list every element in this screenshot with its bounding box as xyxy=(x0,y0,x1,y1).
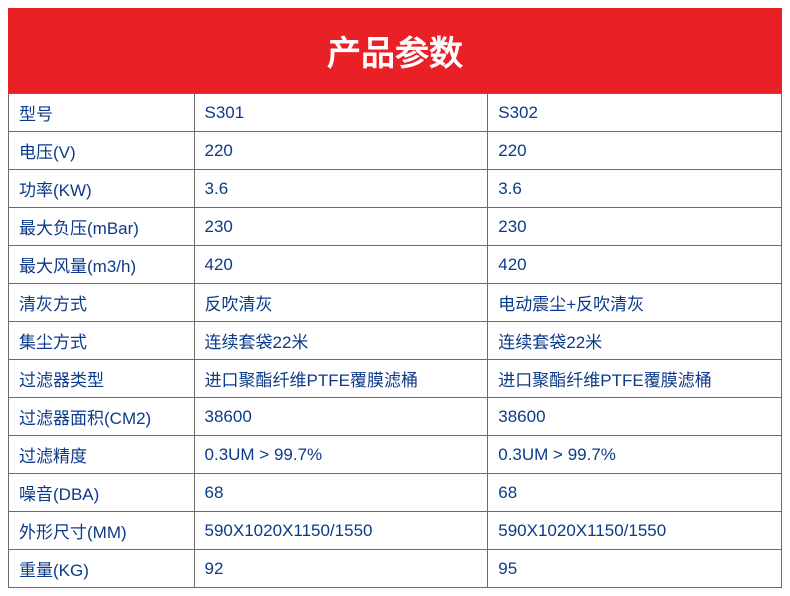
spec-table-body: 型号S301S302电压(V)220220功率(KW)3.63.6最大负压(mB… xyxy=(9,94,782,588)
cell-label: 最大风量(m3/h) xyxy=(9,246,195,284)
cell-value1: 420 xyxy=(194,246,488,284)
cell-label: 过滤器类型 xyxy=(9,360,195,398)
cell-value1: 3.6 xyxy=(194,170,488,208)
cell-value2: 3.6 xyxy=(488,170,782,208)
cell-value2: 220 xyxy=(488,132,782,170)
cell-value1: 590X1020X1150/1550 xyxy=(194,512,488,550)
cell-label: 功率(KW) xyxy=(9,170,195,208)
cell-label: 外形尺寸(MM) xyxy=(9,512,195,550)
table-row: 功率(KW)3.63.6 xyxy=(9,170,782,208)
cell-value2: 电动震尘+反吹清灰 xyxy=(488,284,782,322)
cell-label: 集尘方式 xyxy=(9,322,195,360)
cell-label: 最大负压(mBar) xyxy=(9,208,195,246)
cell-value1: 连续套袋22米 xyxy=(194,322,488,360)
cell-label: 型号 xyxy=(9,94,195,132)
cell-label: 过滤精度 xyxy=(9,436,195,474)
table-row: 电压(V)220220 xyxy=(9,132,782,170)
cell-value1: 68 xyxy=(194,474,488,512)
spec-table: 型号S301S302电压(V)220220功率(KW)3.63.6最大负压(mB… xyxy=(8,93,782,588)
cell-label: 重量(KG) xyxy=(9,550,195,588)
cell-value2: 38600 xyxy=(488,398,782,436)
table-row: 清灰方式反吹清灰电动震尘+反吹清灰 xyxy=(9,284,782,322)
cell-label: 过滤器面积(CM2) xyxy=(9,398,195,436)
cell-value2: 95 xyxy=(488,550,782,588)
table-row: 噪音(DBA)6868 xyxy=(9,474,782,512)
cell-value1: 38600 xyxy=(194,398,488,436)
cell-value1: 92 xyxy=(194,550,488,588)
table-row: 最大负压(mBar)230230 xyxy=(9,208,782,246)
cell-value1: 230 xyxy=(194,208,488,246)
spec-container: 产品参数 型号S301S302电压(V)220220功率(KW)3.63.6最大… xyxy=(8,8,782,588)
table-row: 过滤器面积(CM2)3860038600 xyxy=(9,398,782,436)
cell-value1: 220 xyxy=(194,132,488,170)
cell-value2: 590X1020X1150/1550 xyxy=(488,512,782,550)
table-row: 型号S301S302 xyxy=(9,94,782,132)
cell-value1: S301 xyxy=(194,94,488,132)
cell-label: 电压(V) xyxy=(9,132,195,170)
table-row: 集尘方式连续套袋22米连续套袋22米 xyxy=(9,322,782,360)
header-title: 产品参数 xyxy=(327,35,463,73)
spec-header: 产品参数 xyxy=(8,8,782,93)
table-row: 重量(KG)9295 xyxy=(9,550,782,588)
cell-value1: 反吹清灰 xyxy=(194,284,488,322)
cell-value2: S302 xyxy=(488,94,782,132)
table-row: 最大风量(m3/h)420420 xyxy=(9,246,782,284)
cell-value1: 进口聚酯纤维PTFE覆膜滤桶 xyxy=(194,360,488,398)
cell-value2: 420 xyxy=(488,246,782,284)
cell-value2: 68 xyxy=(488,474,782,512)
table-row: 过滤精度0.3UM > 99.7%0.3UM > 99.7% xyxy=(9,436,782,474)
cell-label: 清灰方式 xyxy=(9,284,195,322)
cell-label: 噪音(DBA) xyxy=(9,474,195,512)
cell-value2: 0.3UM > 99.7% xyxy=(488,436,782,474)
cell-value1: 0.3UM > 99.7% xyxy=(194,436,488,474)
cell-value2: 连续套袋22米 xyxy=(488,322,782,360)
cell-value2: 进口聚酯纤维PTFE覆膜滤桶 xyxy=(488,360,782,398)
table-row: 外形尺寸(MM)590X1020X1150/1550590X1020X1150/… xyxy=(9,512,782,550)
cell-value2: 230 xyxy=(488,208,782,246)
table-row: 过滤器类型进口聚酯纤维PTFE覆膜滤桶进口聚酯纤维PTFE覆膜滤桶 xyxy=(9,360,782,398)
